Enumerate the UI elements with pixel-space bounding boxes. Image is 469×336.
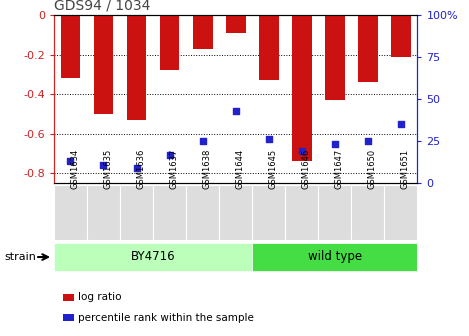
Text: percentile rank within the sample: percentile rank within the sample [78,312,254,323]
Point [133,165,140,171]
Point [166,152,174,157]
Bar [325,15,345,100]
Bar [61,15,80,78]
Point [364,138,371,144]
Bar [127,15,146,120]
Bar [391,15,411,57]
Point [67,159,74,164]
Text: GSM1635: GSM1635 [104,149,113,189]
Text: GSM1636: GSM1636 [136,149,145,189]
Point [232,108,240,114]
Bar [252,185,285,240]
Text: GSM1634: GSM1634 [70,149,79,189]
Bar [219,185,252,240]
Text: GSM1645: GSM1645 [269,149,278,189]
Bar [318,185,351,240]
Bar [259,15,279,80]
Text: GSM1638: GSM1638 [203,149,212,189]
Point [199,138,206,144]
Bar [159,15,180,71]
Text: log ratio: log ratio [78,292,122,302]
Bar [385,185,417,240]
Text: GSM1644: GSM1644 [236,149,245,189]
Point [298,149,305,154]
Text: BY4716: BY4716 [131,250,175,263]
Bar [226,15,246,33]
Bar [186,185,219,240]
Bar [358,15,378,82]
Text: GSM1637: GSM1637 [170,149,179,189]
Bar [193,15,212,49]
Text: strain: strain [5,252,37,262]
Bar [87,185,120,240]
Bar [54,243,252,271]
Text: wild type: wild type [308,250,362,263]
Bar [120,185,153,240]
Point [265,137,272,142]
Text: GSM1651: GSM1651 [401,149,410,189]
Text: GSM1647: GSM1647 [335,149,344,189]
Bar [285,185,318,240]
Bar [292,15,312,161]
Bar [153,185,186,240]
Bar [54,185,87,240]
Bar [252,243,417,271]
Text: GDS94 / 1034: GDS94 / 1034 [54,0,150,12]
Text: GSM1650: GSM1650 [368,149,377,189]
Bar [351,185,385,240]
Bar [94,15,113,114]
Point [100,162,107,167]
Text: GSM1646: GSM1646 [302,149,311,189]
Point [331,142,339,147]
Point [397,122,405,127]
